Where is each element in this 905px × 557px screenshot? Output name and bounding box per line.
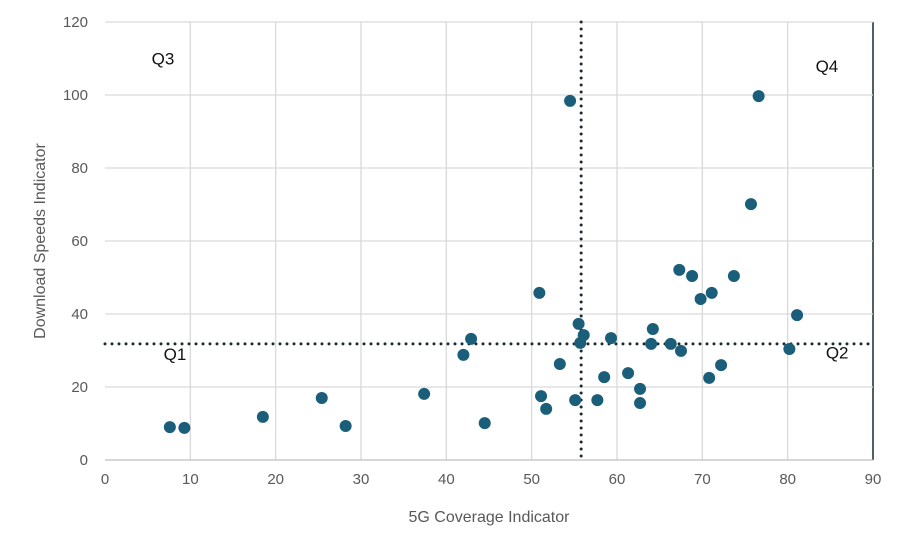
data-point	[686, 270, 699, 283]
x-tick-label: 40	[438, 471, 455, 488]
data-point	[163, 421, 176, 434]
data-point	[418, 387, 431, 400]
data-point	[645, 337, 658, 350]
data-point	[705, 286, 718, 299]
x-tick-label: 60	[609, 471, 626, 488]
data-point	[457, 348, 470, 361]
data-point	[591, 394, 604, 407]
data-point	[577, 329, 590, 342]
data-point	[703, 371, 716, 384]
data-point	[564, 94, 577, 107]
y-tick-label: 120	[63, 14, 88, 31]
data-point	[791, 309, 804, 322]
y-tick-label: 80	[71, 160, 88, 177]
data-point	[664, 337, 677, 350]
x-tick-label: 20	[267, 471, 284, 488]
data-point	[339, 420, 352, 433]
x-tick-label: 80	[779, 471, 796, 488]
gridlines	[105, 21, 874, 461]
y-tick-label: 40	[71, 306, 88, 323]
data-point	[675, 344, 687, 357]
data-point	[744, 198, 757, 211]
data-point	[605, 332, 618, 345]
data-point	[646, 322, 659, 335]
data-point	[569, 394, 582, 407]
data-point	[727, 270, 740, 283]
quadrant-label: Q3	[152, 50, 175, 69]
x-tick-label: 70	[694, 471, 711, 488]
reference-lines	[103, 20, 875, 462]
y-tick-label: 0	[80, 452, 88, 469]
data-point	[256, 410, 269, 423]
data-point	[715, 359, 728, 372]
quadrant-labels: Q3 Q4 Q1 Q2	[152, 50, 849, 365]
data-point	[752, 90, 765, 103]
data-point	[533, 286, 546, 299]
y-axis-title: Download Speeds Indicator	[32, 142, 49, 338]
data-point	[673, 263, 686, 276]
x-tick-label: 0	[101, 471, 109, 488]
data-point	[553, 358, 566, 371]
tick-labels: 0 10 20 30 40 50 60 70 80 90 0 20 40 60 80 100 120	[63, 14, 881, 488]
data-points	[163, 90, 804, 434]
data-point	[178, 421, 191, 434]
quadrant-label: Q1	[164, 345, 187, 364]
data-point	[694, 293, 707, 306]
data-point	[465, 332, 478, 345]
y-tick-label: 60	[71, 233, 88, 250]
data-point	[622, 367, 635, 380]
x-tick-label: 50	[523, 471, 540, 488]
data-point	[315, 391, 328, 404]
data-point	[478, 417, 491, 430]
x-axis-title: 5G Coverage Indicator	[409, 509, 571, 526]
x-tick-label: 30	[353, 471, 370, 488]
quadrant-label: Q2	[826, 343, 849, 362]
y-tick-label: 20	[71, 379, 88, 396]
data-point	[634, 382, 647, 395]
data-point	[540, 402, 553, 415]
x-tick-label: 90	[865, 471, 882, 488]
data-point	[572, 317, 585, 330]
y-tick-label: 100	[63, 87, 88, 104]
data-point	[783, 343, 796, 356]
x-tick-label: 10	[182, 471, 199, 488]
data-point	[598, 371, 611, 384]
data-point	[634, 397, 647, 410]
data-point	[535, 390, 548, 403]
quadrant-label: Q4	[816, 57, 839, 76]
